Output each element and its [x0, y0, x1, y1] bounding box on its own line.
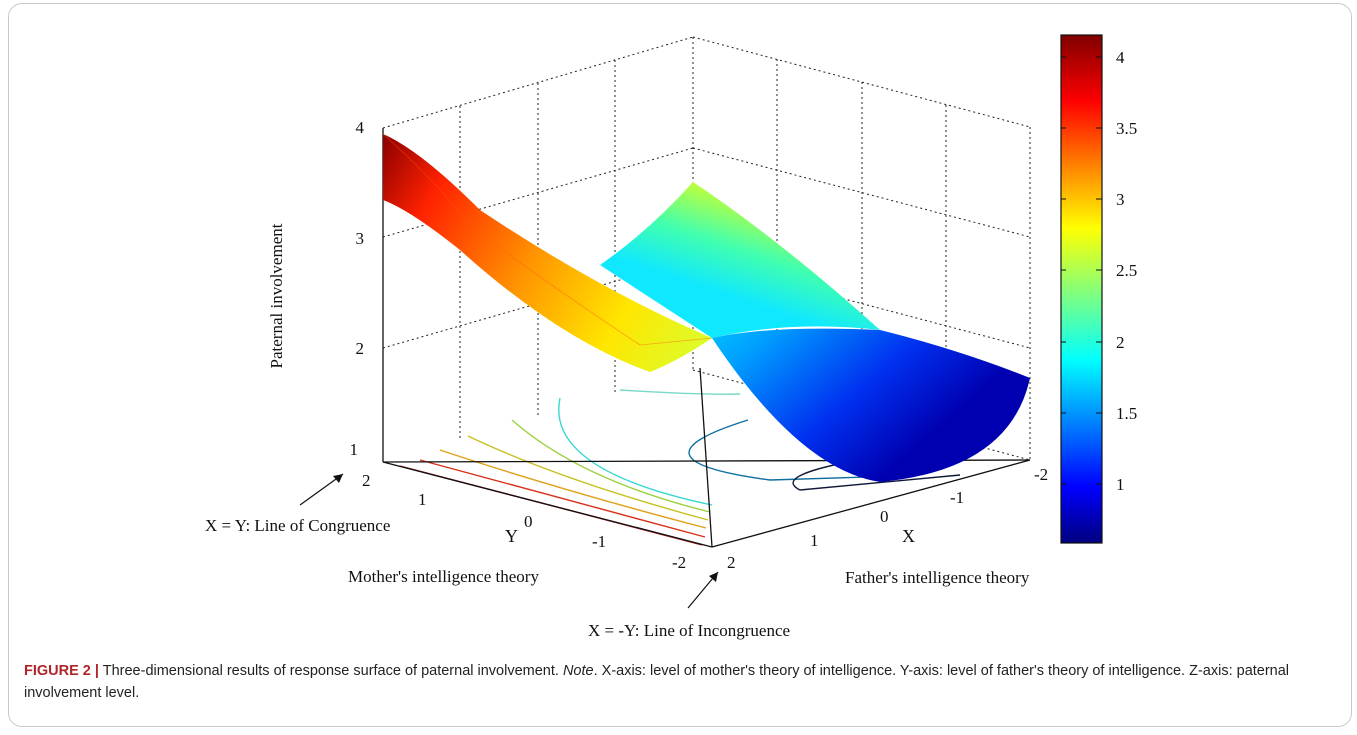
- y-axis-label: Mother's intelligence theory: [348, 567, 539, 586]
- y-tick-label: -1: [592, 532, 606, 551]
- x-tick-label: 2: [727, 553, 736, 572]
- colorbar-tick-label: 3: [1116, 190, 1125, 209]
- figure-frame: [8, 3, 1352, 727]
- response-surface: [382, 133, 1030, 482]
- z-tick-label: 4: [356, 118, 365, 137]
- x-axis: 2 1 0 -1 -2 X Father's intelligence theo…: [727, 465, 1048, 587]
- z-axis-label: Paternal involvement: [267, 223, 286, 368]
- y-tick-label: 0: [524, 512, 533, 531]
- x-axis-label: Father's intelligence theory: [845, 568, 1030, 587]
- note-text: . X-axis: level of mother's theory of in…: [24, 663, 1290, 701]
- congruence-label: X = Y: Line of Congruence: [205, 516, 390, 535]
- x-tick-label: -2: [1034, 465, 1048, 484]
- note-label: Note: [562, 663, 594, 679]
- colorbar-tick-label: 2: [1116, 333, 1125, 352]
- y-axis-letter: Y: [505, 526, 518, 546]
- z-axis: 4 3 2 1 Paternal involvement: [267, 118, 365, 459]
- x-tick-label: 1: [810, 531, 819, 550]
- incongruence-label: X = -Y: Line of Incongruence: [588, 621, 790, 640]
- colorbar-tick-label: 4: [1116, 48, 1125, 67]
- figure-label: FIGURE 2 |: [24, 663, 99, 679]
- y-axis: 2 1 0 -1 -2 Y Mother's intelligence theo…: [348, 471, 686, 586]
- colorbar-tick-label: 1.5: [1116, 404, 1137, 423]
- colorbar-tick-label: 3.5: [1116, 119, 1137, 138]
- y-tick-label: 1: [418, 490, 427, 509]
- caption-text: Three-dimensional results of response su…: [98, 663, 563, 679]
- z-tick-label: 2: [356, 339, 365, 358]
- x-axis-letter: X: [902, 526, 915, 546]
- y-tick-label: 2: [362, 471, 371, 490]
- colorbar-tick-label: 2.5: [1116, 261, 1137, 280]
- x-tick-label: -1: [950, 488, 964, 507]
- annotations: X = Y: Line of Congruence X = -Y: Line o…: [205, 473, 790, 640]
- z-tick-label: 3: [356, 229, 365, 248]
- y-tick-label: -2: [672, 553, 686, 572]
- x-tick-label: 0: [880, 507, 889, 526]
- surface-right-face: [712, 328, 1030, 482]
- surface-left-face: [383, 134, 712, 372]
- z-tick-label: 1: [350, 440, 359, 459]
- surface-plot: 4 3 2 1 Paternal involvement 2 1 0 -1 -2…: [205, 34, 1137, 640]
- colorbar-tick-label: 1: [1116, 475, 1125, 494]
- figure-caption: FIGURE 2 | Three-dimensional results of …: [24, 660, 1324, 704]
- surface-back-face: [600, 182, 880, 338]
- colorbar: 4 3.5 3 2.5 2 1.5 1: [1060, 34, 1137, 544]
